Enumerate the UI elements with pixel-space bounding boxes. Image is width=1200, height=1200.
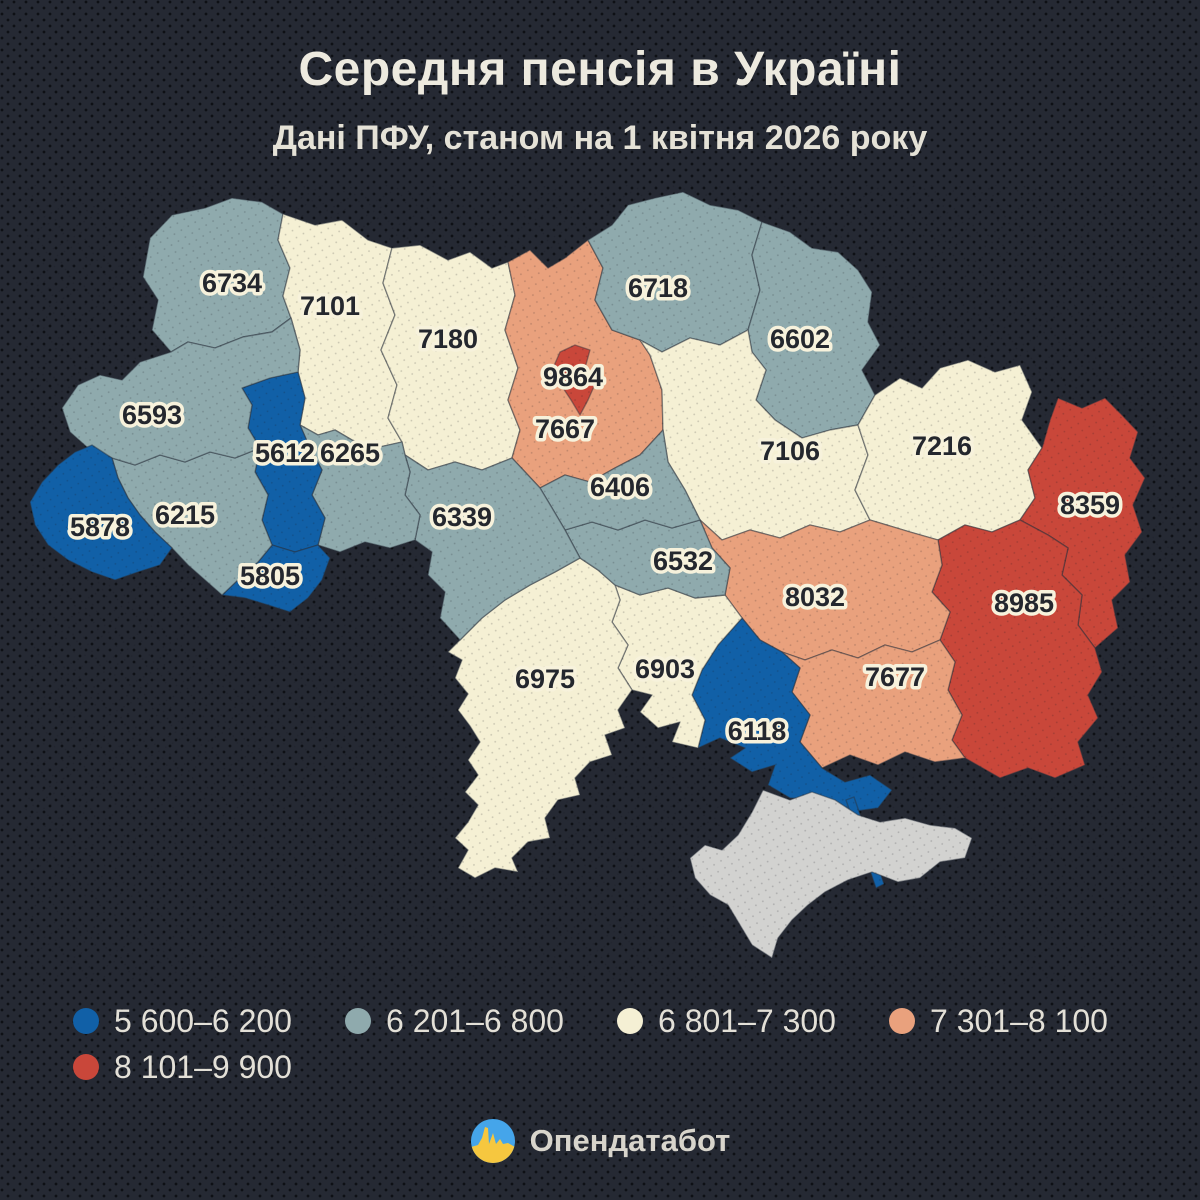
legend-label: 7 301–8 100 (930, 1002, 1108, 1039)
legend-item-bin-1: 5 600–6 200 (72, 998, 344, 1044)
legend-item-bin-2: 6 201–6 800 (344, 998, 616, 1044)
region-label-ternopil: 5612 (255, 438, 315, 468)
region-label-kharkiv: 7216 (912, 431, 972, 461)
region-label-vinnytsia: 6339 (432, 502, 492, 532)
map-value-labels: 6734 7101 7180 7667 9864 6718 6602 7106 … (66, 265, 1123, 750)
region-label-dnipropetrovsk: 8032 (785, 582, 845, 612)
region-label-luhansk: 8359 (1060, 490, 1120, 520)
legend-swatch-teal (345, 1008, 371, 1034)
region-label-cherkasy: 6406 (590, 472, 650, 502)
header: Середня пенсія в Україні Дані ПФУ, стано… (0, 42, 1200, 158)
region-label-lviv: 6593 (122, 400, 182, 430)
page-title: Середня пенсія в Україні (298, 43, 902, 96)
region-label-chernivtsi: 5805 (240, 561, 300, 591)
legend-swatch-salmon (889, 1008, 915, 1034)
region-label-rivne: 7101 (300, 291, 360, 321)
legend-item-bin-4: 7 301–8 100 (888, 998, 1160, 1044)
region-label-mykolaiv: 6903 (635, 654, 695, 684)
region-label-zaporizhzhia: 7677 (865, 662, 925, 692)
legend-item-bin-3: 6 801–7 300 (616, 998, 888, 1044)
legend-swatch-blue (73, 1008, 99, 1034)
map-texture-overlay (25, 185, 1180, 985)
region-label-odesa: 6975 (515, 664, 575, 694)
region-label-kyiv-city: 9864 (543, 362, 603, 392)
region-label-zhytomyr: 7180 (418, 324, 478, 354)
legend-label: 6 201–6 800 (386, 1002, 564, 1039)
legend-label: 6 801–7 300 (658, 1002, 836, 1039)
legend: 5 600–6 200 6 201–6 800 6 801–7 300 7 30… (72, 998, 1168, 1090)
brand-name: Опендатабот (529, 1123, 731, 1158)
legend-label: 5 600–6 200 (114, 1002, 292, 1039)
region-label-volyn: 6734 (202, 268, 262, 298)
region-label-ivano-frankivsk: 6215 (155, 500, 215, 530)
region-label-donetsk: 8985 (994, 588, 1054, 618)
legend-item-bin-5: 8 101–9 900 (72, 1044, 344, 1090)
page-subtitle: Дані ПФУ, станом на 1 квітня 2026 року (272, 119, 928, 157)
region-label-sumy: 6602 (770, 324, 830, 354)
opendatabot-logo-icon (470, 1119, 515, 1163)
legend-swatch-cream (617, 1008, 643, 1034)
region-label-kyiv-oblast: 7667 (535, 414, 595, 444)
region-label-zakarpattia: 5878 (70, 512, 130, 542)
region-label-kirovohrad: 6532 (653, 546, 713, 576)
legend-label: 8 101–9 900 (114, 1048, 292, 1085)
region-label-poltava: 7106 (760, 436, 820, 466)
legend-swatch-red (73, 1054, 99, 1080)
region-label-chernihiv: 6718 (628, 273, 688, 303)
region-label-khmelnytskyi: 6265 (320, 438, 380, 468)
region-label-kherson: 6118 (728, 716, 787, 746)
brand-footer: Опендатабот (0, 1118, 1200, 1164)
